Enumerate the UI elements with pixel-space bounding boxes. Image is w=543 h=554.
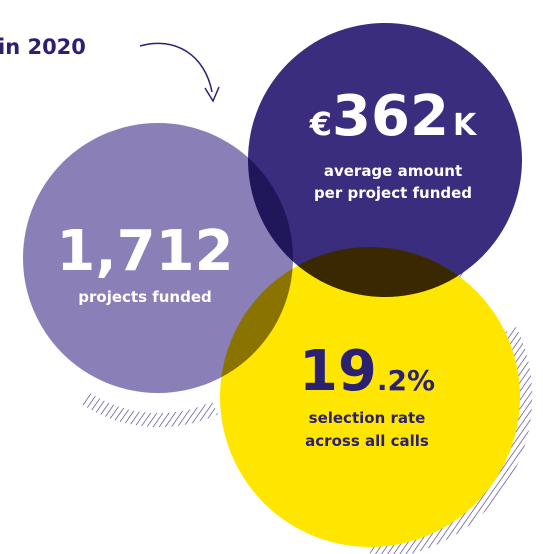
circle-rate: [220, 247, 520, 547]
year-label: in 2020: [0, 35, 86, 59]
stat-suffix: .2%: [377, 364, 435, 397]
arrow: [139, 42, 213, 93]
shadow-hatch: [369, 326, 533, 554]
circle-projects: [23, 123, 293, 393]
stat-suffix: K: [453, 108, 478, 143]
arrow-head: [204, 86, 220, 103]
circle-amount: [248, 23, 522, 297]
stat-caption: per project funded: [314, 184, 472, 202]
stat-value: €362 K: [309, 84, 478, 149]
stat-prefix: €: [309, 105, 332, 143]
shadow-hatch: [81, 392, 218, 428]
stat-number: 19: [299, 339, 377, 404]
stat-number: 1,712: [56, 219, 233, 284]
stat-caption: across all calls: [305, 432, 429, 450]
stat-caption: average amount: [324, 162, 462, 180]
stat-number: 362: [332, 84, 449, 149]
stat-caption: projects funded: [78, 288, 212, 306]
stat-caption: selection rate: [309, 409, 426, 427]
stat-value: 19.2%: [299, 339, 435, 404]
circles: [23, 23, 522, 547]
